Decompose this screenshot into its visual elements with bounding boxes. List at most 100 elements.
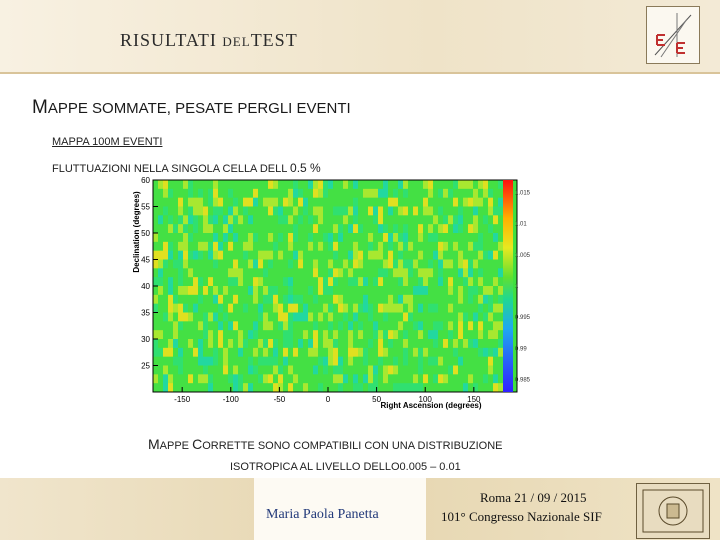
heatmap-cell <box>438 188 444 199</box>
heatmap-cell <box>358 321 364 331</box>
heatmap-cell <box>168 356 174 366</box>
heatmap-cell <box>348 303 354 313</box>
heatmap-cell <box>478 339 484 349</box>
heatmap-cell <box>473 312 479 322</box>
heatmap-cell <box>333 259 339 269</box>
heatmap-cell <box>378 312 384 322</box>
heatmap-cell <box>283 365 289 375</box>
heatmap-cell <box>173 241 179 252</box>
heatmap-cell <box>193 303 199 313</box>
heatmap-cell <box>443 365 449 375</box>
heatmap-cell <box>158 188 164 199</box>
heatmap-cell <box>158 197 164 207</box>
heatmap-cell <box>468 303 474 313</box>
heatmap-cell <box>303 259 309 269</box>
heatmap-cell <box>378 268 384 278</box>
heatmap-cell <box>173 339 179 349</box>
heatmap-cell <box>423 365 429 375</box>
heatmap-cell <box>283 339 289 349</box>
heatmap-cell <box>203 321 209 331</box>
heatmap-cell <box>468 250 474 260</box>
heatmap-cell <box>213 303 219 313</box>
heatmap-cell <box>228 180 234 190</box>
heatmap-cell <box>498 197 504 207</box>
heatmap-cell <box>228 356 234 366</box>
heatmap-cell <box>478 330 484 340</box>
heatmap-cell <box>363 303 369 313</box>
heatmap-cell <box>203 259 209 269</box>
heatmap-cell <box>333 215 339 225</box>
heatmap-cell <box>253 215 259 225</box>
heatmap-cell <box>403 259 409 269</box>
heatmap-cell <box>363 330 369 340</box>
heatmap-cell <box>468 197 474 207</box>
heatmap-cell <box>493 197 499 207</box>
heatmap-cell <box>193 294 199 305</box>
heatmap-cell <box>308 303 314 313</box>
heatmap-cell <box>493 268 499 278</box>
y-tick-label: 35 <box>141 309 150 318</box>
heatmap-cell <box>263 197 269 207</box>
heatmap-cell <box>383 365 389 375</box>
heatmap-cell <box>228 303 234 313</box>
heatmap-cell <box>368 294 374 305</box>
heatmap-cell <box>373 294 379 305</box>
heatmap-cell <box>198 330 204 340</box>
heatmap-cell <box>293 206 299 216</box>
heatmap-cell <box>423 224 429 234</box>
heatmap-cell <box>318 286 324 296</box>
heatmap-cell <box>263 259 269 269</box>
heatmap-cell <box>323 321 329 331</box>
heatmap-cell <box>363 197 369 207</box>
heatmap-cell <box>343 347 349 358</box>
heatmap-cell <box>273 365 279 375</box>
heatmap-cell <box>333 233 339 243</box>
heatmap-cell <box>393 241 399 252</box>
heatmap-cell <box>388 206 394 216</box>
heatmap-cell <box>418 215 424 225</box>
heatmap-cell <box>218 374 224 384</box>
heatmap-cell <box>378 330 384 340</box>
heatmap-cell <box>288 339 294 349</box>
heatmap-cell <box>438 312 444 322</box>
heatmap-cell <box>163 312 169 322</box>
heatmap-cell <box>293 224 299 234</box>
heatmap-cell <box>448 365 454 375</box>
heatmap-cell <box>488 383 494 392</box>
heatmap-cell <box>488 206 494 216</box>
heatmap-cell <box>223 383 229 392</box>
heatmap-cell <box>228 347 234 358</box>
heatmap-cell <box>228 339 234 349</box>
heatmap-cell <box>258 294 264 305</box>
heatmap-cell <box>228 197 234 207</box>
heatmap-cell <box>488 188 494 199</box>
heatmap-cell <box>478 241 484 252</box>
heatmap-cell <box>193 241 199 252</box>
heatmap-cell <box>288 383 294 392</box>
heatmap-cell <box>258 365 264 375</box>
heatmap-cell <box>353 259 359 269</box>
heatmap-cell <box>378 197 384 207</box>
heatmap-cell <box>153 259 159 269</box>
heatmap-cell <box>433 241 439 252</box>
heatmap-cell <box>313 277 319 287</box>
heatmap-cell <box>438 321 444 331</box>
heatmap-cell <box>173 294 179 305</box>
heatmap-cell <box>343 286 349 296</box>
heatmap-cell <box>183 277 189 287</box>
heatmap-cell <box>213 330 219 340</box>
heatmap-cell <box>388 268 394 278</box>
heatmap-cell <box>378 250 384 260</box>
heatmap-cell <box>493 321 499 331</box>
heatmap-cell <box>183 374 189 384</box>
heatmap-cell <box>408 259 414 269</box>
heatmap-cell <box>398 224 404 234</box>
heatmap-cell <box>428 197 434 207</box>
heatmap-cell <box>178 321 184 331</box>
heatmap-cell <box>238 224 244 234</box>
heatmap-cell <box>268 356 274 366</box>
heatmap-cell <box>188 241 194 252</box>
heatmap-cell <box>403 206 409 216</box>
heatmap-cell <box>208 224 214 234</box>
